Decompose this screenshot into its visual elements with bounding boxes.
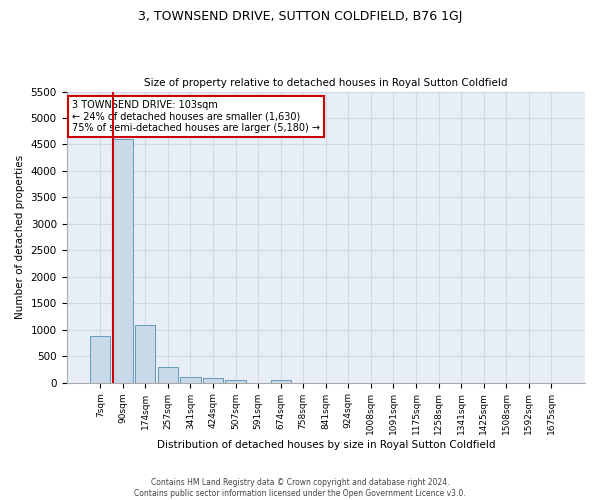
Bar (181, 378, 200, 382)
X-axis label: Distribution of detached houses by size in Royal Sutton Coldfield: Distribution of detached houses by size … (157, 440, 495, 450)
Bar (226, 380, 246, 382)
Text: 3 TOWNSEND DRIVE: 103sqm
← 24% of detached houses are smaller (1,630)
75% of sem: 3 TOWNSEND DRIVE: 103sqm ← 24% of detach… (72, 100, 320, 134)
Title: Size of property relative to detached houses in Royal Sutton Coldfield: Size of property relative to detached ho… (144, 78, 508, 88)
Text: Contains HM Land Registry data © Crown copyright and database right 2024.
Contai: Contains HM Land Registry data © Crown c… (134, 478, 466, 498)
Text: 3, TOWNSEND DRIVE, SUTTON COLDFIELD, B76 1GJ: 3, TOWNSEND DRIVE, SUTTON COLDFIELD, B76… (138, 10, 462, 23)
Bar (113, 139, 133, 382)
Bar (135, 326, 155, 382)
Bar (158, 368, 178, 382)
Y-axis label: Number of detached properties: Number of detached properties (15, 155, 25, 319)
Bar (271, 380, 291, 382)
Bar (90, 336, 110, 382)
Bar (203, 378, 223, 382)
